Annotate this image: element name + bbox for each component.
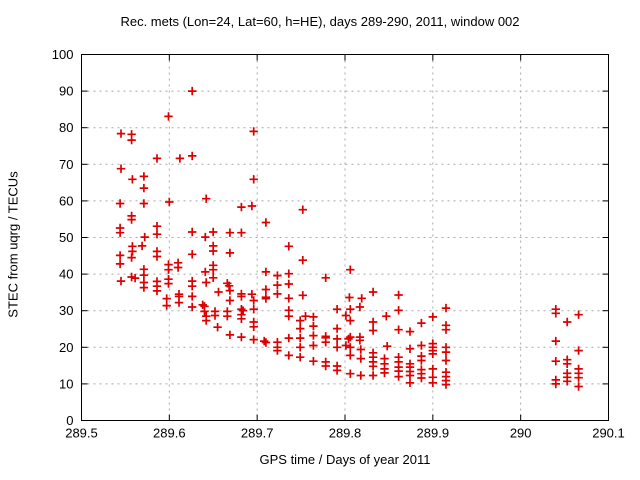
data-points-series — [115, 86, 583, 391]
chart-title: Rec. mets (Lon=24, Lat=60, h=HE), days 2… — [120, 14, 520, 29]
y-tick-label: 100 — [52, 47, 74, 62]
x-tick-label: 290.1 — [592, 426, 625, 441]
y-tick-label: 10 — [59, 376, 73, 391]
x-tick-label: 290 — [510, 426, 532, 441]
y-tick-label: 30 — [59, 303, 73, 318]
x-tick-label: 289.8 — [329, 426, 362, 441]
x-tick-label: 289.5 — [65, 426, 98, 441]
x-tick-label: 289.9 — [417, 426, 450, 441]
x-tick-label: 289.7 — [241, 426, 274, 441]
y-tick-label: 20 — [59, 340, 73, 355]
y-tick-label: 60 — [59, 193, 73, 208]
y-tick-label: 80 — [59, 120, 73, 135]
y-tick-label: 0 — [66, 413, 73, 428]
x-axis-label: GPS time / Days of year 2011 — [259, 452, 431, 467]
y-tick-label: 90 — [59, 84, 73, 99]
y-tick-label: 40 — [59, 267, 73, 282]
y-tick-label: 70 — [59, 157, 73, 172]
y-tick-label: 50 — [59, 230, 73, 245]
x-tick-label: 289.6 — [153, 426, 186, 441]
